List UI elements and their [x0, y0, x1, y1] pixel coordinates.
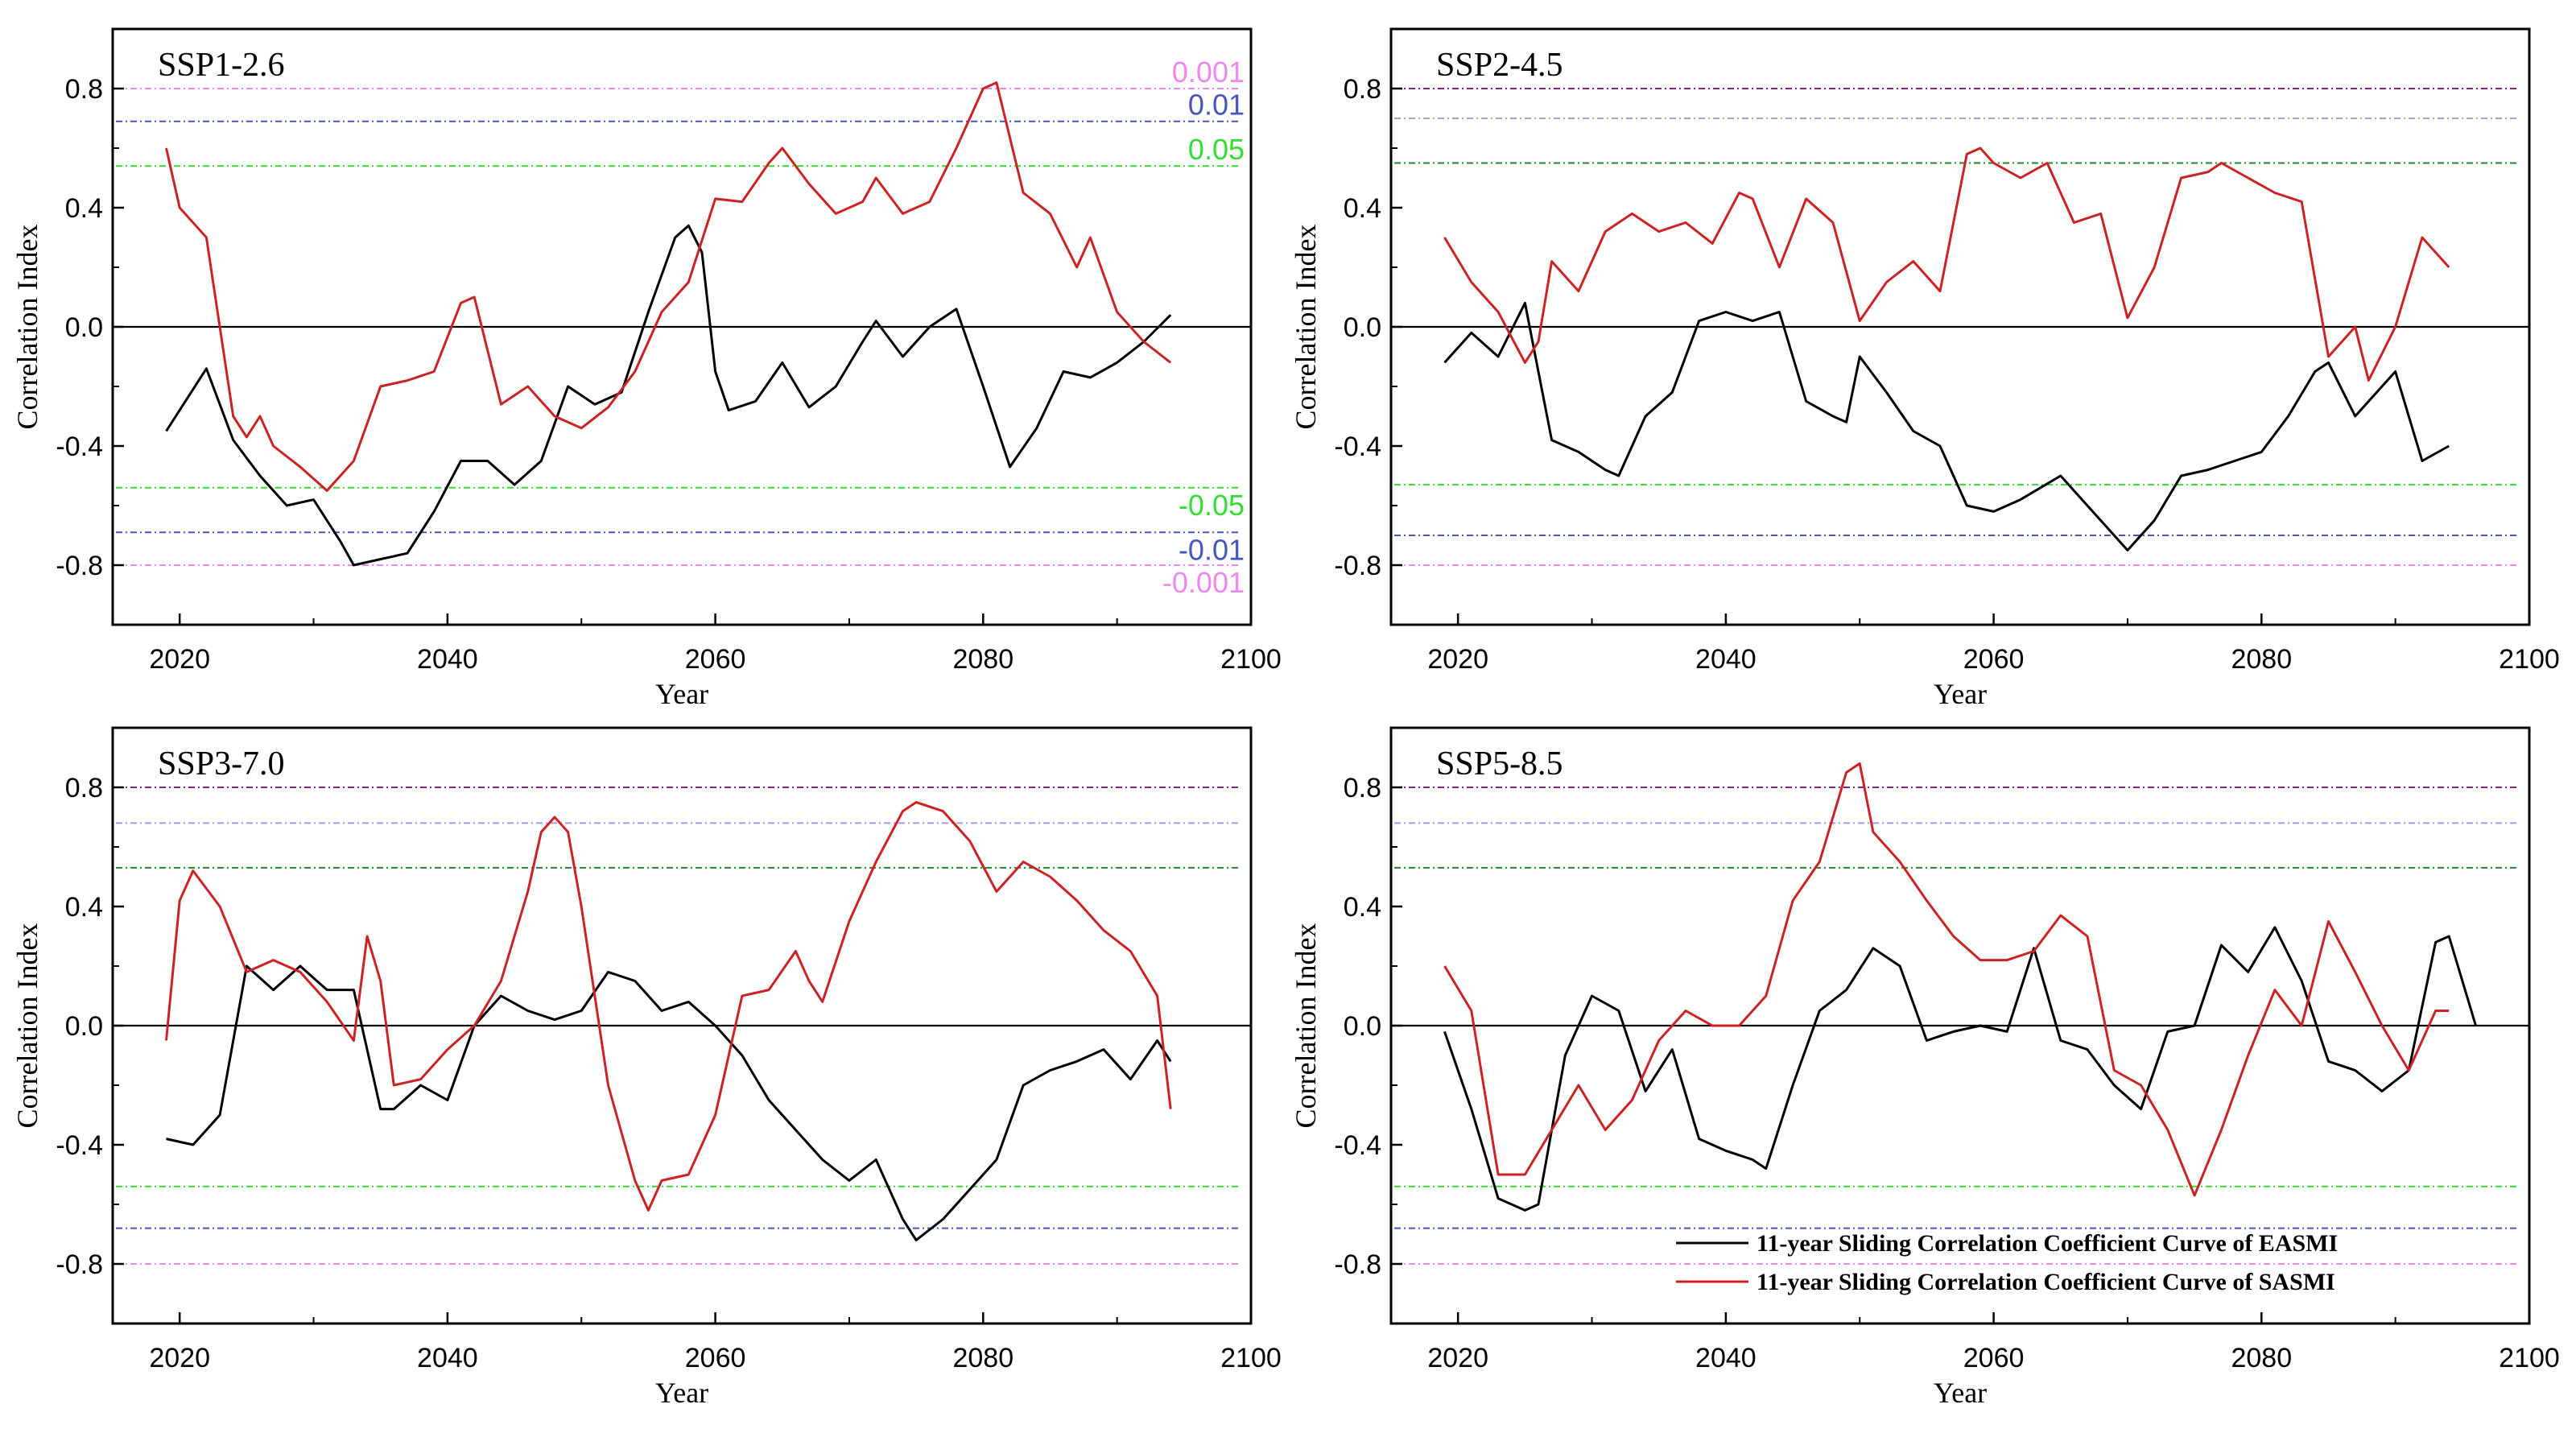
panel-3: 2020 2040 2060 2080 2100 0.8 0.4 0.0 -0.4 -0.8 SSP… — [11, 726, 1282, 1409]
significance-label: -0.05 — [1179, 489, 1245, 522]
x-axis-title: Year — [1934, 678, 1987, 710]
y-tick-label: -0.4 — [1334, 432, 1381, 462]
y-axis-title: Correlation Index — [11, 225, 43, 430]
significance-label: 0.001 — [1172, 56, 1245, 89]
legend-label: 11-year Sliding Correlation Coefficient … — [1757, 1230, 2338, 1257]
y-tick-label: -0.8 — [1334, 551, 1381, 581]
panel-4: 2020 2040 2060 2080 2100 0.8 0.4 0.0 -0.4 -0.8 SSP… — [1290, 726, 2560, 1409]
y-tick-label: -0.8 — [56, 1249, 103, 1280]
legend-label: 11-year Sliding Correlation Coefficient … — [1757, 1269, 2335, 1295]
x-tick-label: 2080 — [2231, 1343, 2292, 1373]
x-tick-label: 2060 — [685, 1343, 746, 1373]
series-line-sasmi — [1443, 147, 2450, 382]
y-tick-label: 0.0 — [65, 1011, 103, 1042]
x-tick-label: 2020 — [1427, 1343, 1488, 1373]
y-tick-label: -0.8 — [56, 551, 103, 581]
x-tick-label: 2060 — [1963, 1343, 2025, 1373]
x-tick-label: 2100 — [1220, 1343, 1282, 1373]
series-line-sasmi — [1443, 762, 2450, 1197]
x-axis-title: Year — [655, 1377, 708, 1409]
x-tick-label: 2040 — [1695, 644, 1757, 675]
x-tick-label: 2100 — [2499, 1343, 2560, 1373]
x-tick-label: 2040 — [1695, 1343, 1757, 1373]
panel-title: SSP5-8.5 — [1436, 745, 1563, 783]
y-tick-label: 0.0 — [1344, 1011, 1381, 1042]
y-tick-label: 0.8 — [65, 773, 103, 803]
x-tick-label: 2100 — [2499, 644, 2560, 675]
panel-title: SSP2-4.5 — [1436, 47, 1563, 84]
panel-2: 2020 2040 2060 2080 2100 0.8 0.4 0.0 -0.4 -0.8 SSP… — [1290, 27, 2560, 710]
y-tick-label: 0.8 — [1344, 74, 1381, 105]
y-tick-label: -0.4 — [1334, 1130, 1381, 1161]
x-tick-label: 2080 — [2231, 644, 2292, 675]
legend: 11-year Sliding Correlation Coefficient … — [1676, 1230, 2338, 1295]
x-tick-label: 2080 — [952, 1343, 1013, 1373]
y-tick-label: -0.4 — [56, 432, 103, 462]
y-tick-label: 0.8 — [65, 74, 103, 105]
y-tick-label: -0.8 — [1334, 1249, 1381, 1280]
significance-label: 0.05 — [1188, 133, 1245, 166]
series-line-easmi — [165, 224, 1172, 567]
x-axis-title: Year — [1934, 1377, 1987, 1409]
x-tick-label: 2040 — [417, 644, 478, 675]
significance-label: -0.01 — [1179, 533, 1245, 566]
x-tick-label: 2100 — [1220, 644, 1282, 675]
y-tick-label: 0.4 — [1344, 193, 1381, 224]
x-tick-label: 2060 — [1963, 644, 2025, 675]
x-tick-label: 2040 — [417, 1343, 478, 1373]
y-axis-title: Correlation Index — [1290, 225, 1322, 430]
x-tick-label: 2060 — [685, 644, 746, 675]
y-tick-label: 0.0 — [1344, 312, 1381, 343]
series-line-easmi — [1443, 926, 2477, 1212]
y-tick-label: -0.4 — [56, 1130, 103, 1161]
x-tick-label: 2020 — [149, 644, 210, 675]
series-line-easmi — [1443, 301, 2450, 551]
significance-label: -0.001 — [1162, 566, 1245, 599]
x-tick-label: 2080 — [952, 644, 1013, 675]
panel-title: SSP3-7.0 — [158, 745, 285, 783]
x-tick-label: 2020 — [149, 1343, 210, 1373]
y-tick-label: 0.4 — [1344, 892, 1381, 923]
series-line-easmi — [166, 964, 1172, 1241]
y-axis-title: Correlation Index — [1290, 923, 1322, 1129]
series-line-sasmi — [165, 801, 1172, 1212]
y-axis-title: Correlation Index — [11, 923, 43, 1129]
y-tick-label: 0.0 — [65, 312, 103, 343]
series-line-sasmi — [165, 81, 1172, 492]
y-tick-label: 0.4 — [65, 892, 103, 923]
y-tick-label: 0.4 — [65, 193, 103, 224]
x-tick-label: 2020 — [1427, 644, 1488, 675]
panel-title: SSP1-2.6 — [158, 47, 285, 84]
significance-label: 0.01 — [1188, 89, 1245, 122]
x-axis-title: Year — [655, 678, 708, 710]
y-tick-label: 0.8 — [1344, 773, 1381, 803]
